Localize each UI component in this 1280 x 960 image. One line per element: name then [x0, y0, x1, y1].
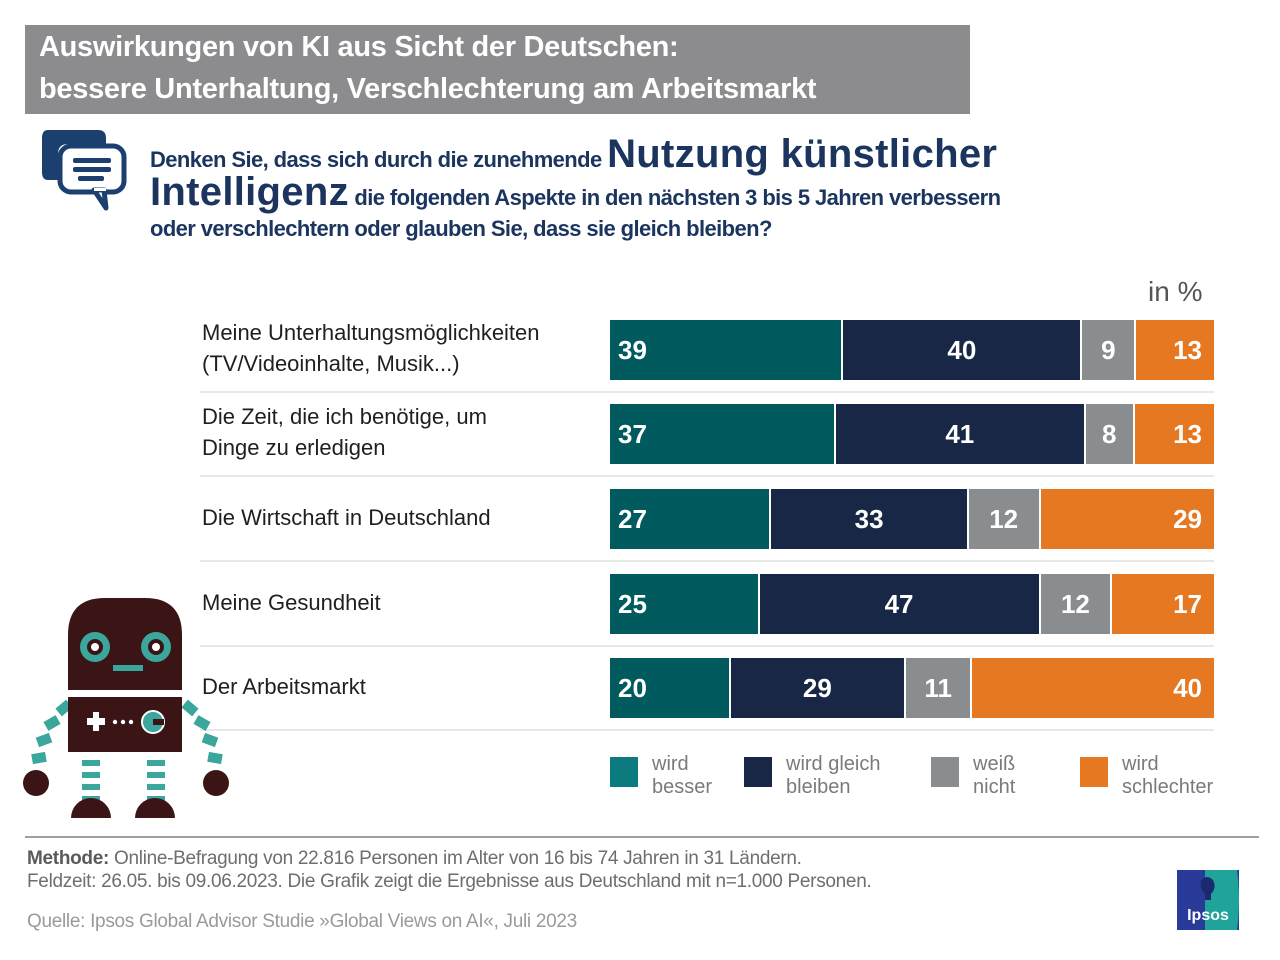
legend-label: weiß nicht [973, 753, 1015, 799]
unit-label: in % [1148, 276, 1203, 307]
data-label: 27 [618, 503, 647, 534]
bar-segment: 33 [771, 489, 969, 549]
footer-divider [25, 836, 1259, 838]
legend-label: wird schlechter [1122, 753, 1213, 799]
row-separator [200, 475, 1214, 477]
category-label-line: (TV/Videoinhalte, Musik...) [202, 351, 460, 376]
data-label: 29 [802, 672, 832, 703]
category-label: Die Wirtschaft in Deutschland [202, 502, 491, 533]
bar-segment: 39 [610, 320, 844, 380]
bar-segment: 13 [1136, 320, 1214, 380]
bar-segment: 40 [972, 658, 1214, 718]
legend-label-line: weiß [973, 753, 1016, 775]
question-part-3: oder verschlechtern oder glauben Sie, da… [150, 216, 772, 241]
bar-segment: 47 [759, 574, 1041, 634]
row-separator [200, 560, 1214, 562]
legend-swatch [744, 757, 772, 787]
category-label-line: Meine Gesundheit [202, 590, 381, 615]
legend-swatch [610, 757, 638, 787]
data-label: 40 [947, 334, 977, 365]
robot-illustration [23, 598, 229, 818]
data-label: 25 [618, 588, 647, 619]
bar-segment: 17 [1112, 574, 1214, 634]
data-label: 37 [618, 418, 647, 449]
data-label: 12 [1060, 588, 1090, 619]
bar-segment: 29 [730, 658, 906, 718]
row-separator [200, 391, 1214, 393]
legend-label-line: wird [1122, 753, 1159, 775]
category-label-line: Der Arbeitsmarkt [202, 674, 366, 699]
data-label: 11 [924, 672, 952, 703]
legend-label-line: wird [652, 753, 689, 775]
data-label: 13 [1173, 334, 1202, 365]
method-note: Methode: Online-Befragung von 22.816 Per… [27, 847, 872, 893]
category-label: Der Arbeitsmarkt [202, 671, 366, 702]
data-label: 20 [618, 672, 647, 703]
bar-segment: 20 [610, 658, 731, 718]
title-line-1: Auswirkungen von KI aus Sicht der Deutsc… [39, 31, 679, 63]
bar-segment: 37 [610, 404, 836, 464]
data-label: 29 [1173, 503, 1202, 534]
data-label: 40 [1173, 672, 1202, 703]
bar-segment: 40 [843, 320, 1083, 380]
logo-text: Ipsos [1187, 907, 1229, 924]
row-separator [200, 645, 1214, 647]
data-label: 12 [989, 503, 1019, 534]
category-label-line: Meine Unterhaltungsmöglichkeiten [202, 320, 540, 345]
category-label: Meine Unterhaltungsmöglichkeiten (TV/Vide… [202, 317, 540, 379]
ipsos-logo: Ipsos [1177, 870, 1239, 930]
legend-label: wird besser [652, 753, 712, 799]
legend-label-line: bleiben [786, 776, 851, 798]
bar-segment: 8 [1085, 404, 1135, 464]
bar-segment: 29 [1040, 489, 1214, 549]
source-note: Quelle: Ipsos Global Advisor Studie »Glo… [27, 911, 577, 932]
legend-label-line: wird gleich [786, 753, 881, 775]
category-label-line: Die Wirtschaft in Deutschland [202, 505, 491, 530]
bar-segment: 25 [610, 574, 760, 634]
bar-segment: 12 [1040, 574, 1113, 634]
question-part-1: Denken Sie, dass sich durch die zunehmen… [150, 147, 608, 172]
legend-label-line: nicht [973, 776, 1016, 798]
method-label: Methode: [27, 848, 110, 869]
data-label: 41 [945, 418, 975, 449]
question-highlight-2: Intelligenz [150, 170, 349, 214]
data-label: 13 [1173, 418, 1202, 449]
fieldtime-note: Feldzeit: 26.05. bis 09.06.2023. Die Gra… [27, 871, 872, 892]
legend-label: wird gleich bleiben [786, 753, 880, 799]
legend-label-line: besser [652, 776, 713, 798]
category-label: Die Zeit, die ich benötige, um Dinge zu e… [202, 401, 487, 463]
bar-segment: 11 [905, 658, 973, 718]
chat-bubbles-icon [42, 130, 127, 211]
legend-label-line: schlechter [1122, 776, 1214, 798]
legend-swatch [1080, 757, 1108, 787]
bar-segment: 9 [1082, 320, 1137, 380]
bar-segment: 41 [835, 404, 1086, 464]
row-separator [200, 729, 1214, 731]
data-label: 33 [854, 503, 884, 534]
bar-segment: 13 [1134, 404, 1214, 464]
method-text: Online-Befragung von 22.816 Personen im … [109, 848, 802, 869]
category-label: Meine Gesundheit [202, 587, 381, 618]
data-label: 17 [1173, 588, 1202, 619]
question-highlight-1: Nutzung künstlicher [607, 132, 998, 176]
data-label: 39 [618, 334, 647, 365]
title-banner: Auswirkungen von KI aus Sicht der Deutsc… [25, 25, 970, 114]
legend-swatch [931, 757, 959, 787]
question-part-2: die folgenden Aspekte in den nächsten 3 … [348, 185, 1001, 210]
category-label-line: Dinge zu erledigen [202, 435, 386, 460]
data-label: 47 [884, 588, 914, 619]
data-label: 8 [1102, 418, 1117, 449]
data-label: 9 [1101, 334, 1116, 365]
bar-segment: 27 [610, 489, 772, 549]
bar-segment: 12 [968, 489, 1041, 549]
title-line-2: bessere Unterhaltung, Verschlechterung a… [39, 73, 817, 105]
category-label-line: Die Zeit, die ich benötige, um [202, 404, 487, 429]
